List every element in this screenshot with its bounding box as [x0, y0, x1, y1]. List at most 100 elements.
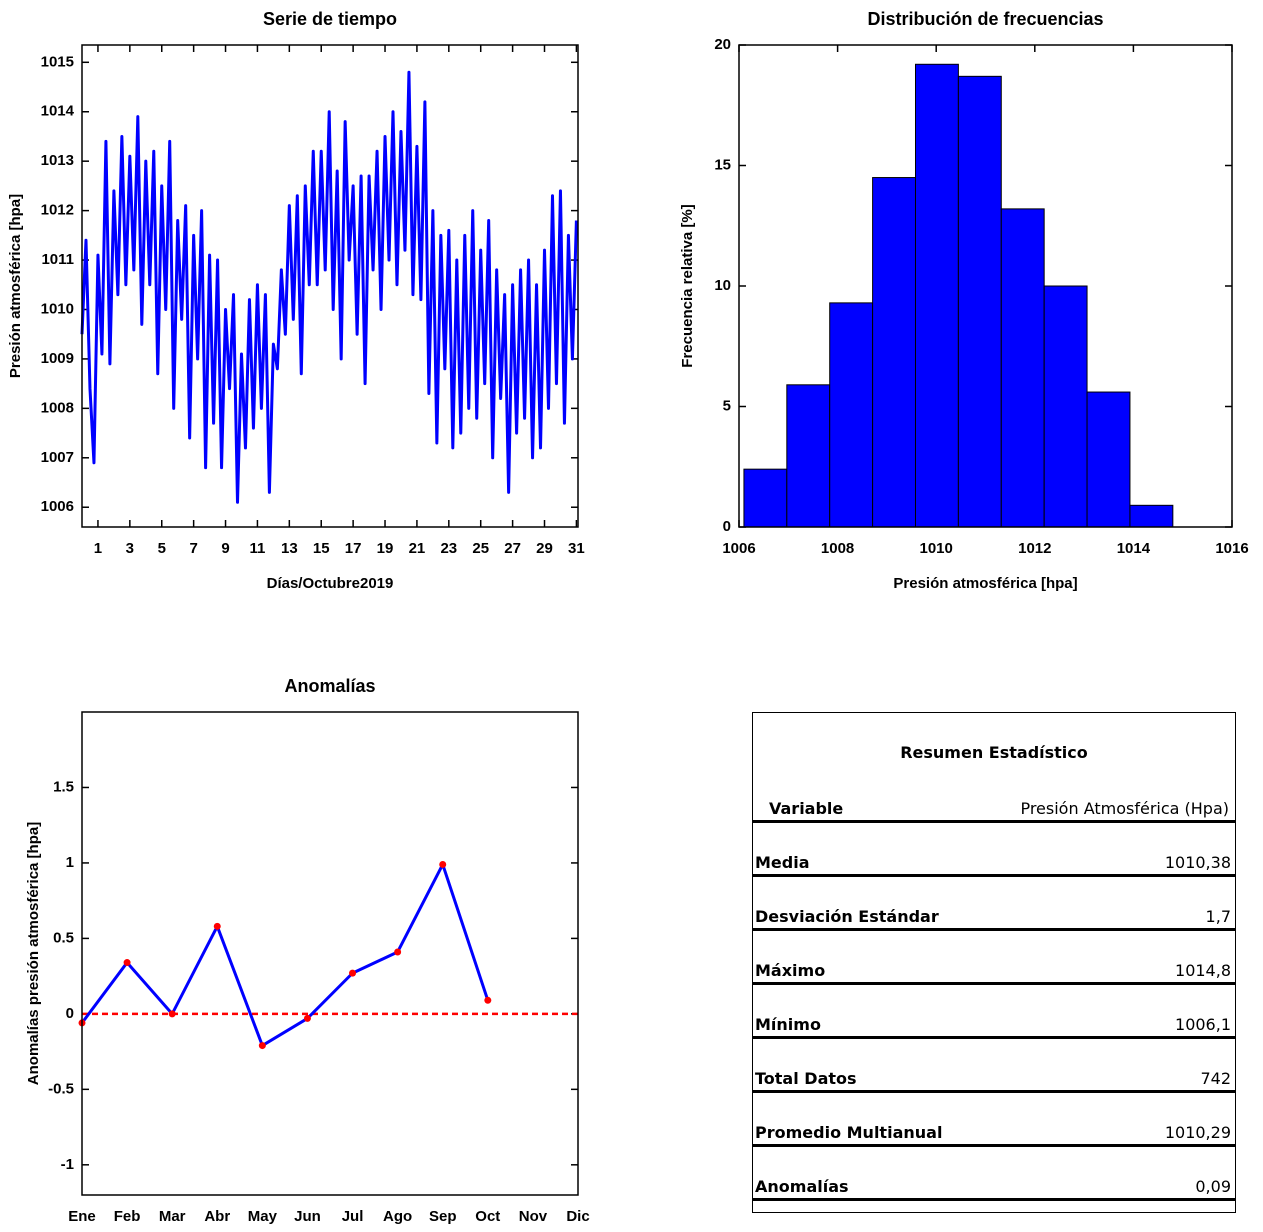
x-tick-label: Abr: [204, 1208, 230, 1225]
value-cell: 1010,38: [1164, 853, 1231, 872]
table-title: Resumen Estadístico: [900, 743, 1088, 762]
data-point: [439, 860, 447, 868]
y-tick-label: -0.5: [48, 1080, 74, 1097]
bar: [914, 63, 959, 528]
label-cell: Media: [755, 853, 810, 872]
x-tick-label: 1006: [722, 540, 755, 557]
chart-title: Serie de tiempo: [263, 9, 397, 29]
label-cell: Mínimo: [755, 1015, 821, 1034]
x-tick-label: 1016: [1215, 540, 1248, 557]
bar: [872, 177, 916, 528]
x-tick-label: Sep: [429, 1208, 457, 1225]
value-cell: 1014,8: [1175, 961, 1231, 980]
y-tick-label: 10: [714, 277, 731, 294]
x-tick-label: May: [248, 1208, 278, 1225]
x-tick-label: 1008: [821, 540, 854, 557]
data-point: [258, 1042, 266, 1050]
data-line: [80, 70, 578, 504]
x-tick-label: 1: [94, 540, 102, 557]
y-axis-label: Presión atmosférica [hpa]: [7, 194, 24, 378]
y-tick-label: 1014: [41, 103, 75, 120]
x-tick-label: 23: [440, 540, 457, 557]
y-tick-label: 1011: [41, 251, 74, 268]
x-tick-label: 1010: [920, 540, 953, 557]
x-tick-label: Ago: [383, 1208, 412, 1225]
x-tick-label: Feb: [114, 1208, 141, 1225]
x-tick-label: 25: [472, 540, 489, 557]
data-point: [394, 948, 402, 956]
x-tick-label: 13: [281, 540, 298, 557]
x-tick-label: 5: [158, 540, 166, 557]
bar: [1086, 391, 1131, 528]
label-cell: Promedio Multianual: [755, 1123, 943, 1142]
x-tick-label: 3: [126, 540, 134, 557]
y-tick-label: 0: [723, 518, 731, 535]
x-tick-label: Nov: [519, 1208, 548, 1225]
label-cell: Desviación Estándar: [755, 907, 939, 926]
y-tick-label: 1008: [41, 399, 74, 416]
y-axis-label: Frecuencia relativa [%]: [679, 204, 696, 367]
value-cell: 1010,29: [1164, 1123, 1231, 1142]
value-cell: 742: [1200, 1069, 1231, 1088]
plot-frame: [81, 711, 579, 1196]
y-tick-label: 15: [714, 156, 731, 173]
x-tick-label: 7: [189, 540, 197, 557]
y-tick-label: 1010: [41, 300, 74, 317]
data-point: [484, 996, 492, 1004]
x-tick-label: 15: [313, 540, 330, 557]
bar: [1129, 504, 1174, 528]
data-point: [168, 1010, 176, 1018]
x-tick-label: 11: [250, 540, 266, 557]
table-header: Variable Presión Atmosférica (Hpa): [753, 789, 1235, 823]
y-tick-label: 5: [723, 397, 731, 414]
label-cell: Máximo: [755, 961, 826, 980]
x-tick-label: 31: [568, 540, 585, 557]
label-cell: Total Datos: [755, 1069, 857, 1088]
bar: [1000, 208, 1045, 528]
bar: [743, 468, 788, 528]
x-tick-label: 27: [504, 540, 521, 557]
x-tick-label: Ene: [68, 1208, 96, 1225]
y-tick-label: 0.5: [53, 929, 74, 946]
y-tick-label: 1013: [41, 152, 74, 169]
x-tick-label: Oct: [475, 1208, 500, 1225]
table-row: Desviación Estándar 1,7: [753, 877, 1235, 931]
x-tick-label: Dic: [566, 1208, 589, 1225]
summary-table: Resumen Estadístico Variable Presión Atm…: [752, 712, 1236, 1213]
x-tick-label: Jun: [294, 1208, 321, 1225]
data-point: [123, 959, 131, 967]
x-tick-label: 9: [221, 540, 229, 557]
y-tick-label: 1012: [41, 202, 74, 219]
header-cell: Presión Atmosférica (Hpa): [1020, 799, 1229, 818]
y-axis-label: Anomalías presión atmosférica [hpa]: [25, 822, 42, 1085]
x-tick-label: 21: [409, 540, 426, 557]
chart-title: Distribución de frecuencias: [867, 9, 1103, 29]
table-row: Máximo 1014,8: [753, 931, 1235, 985]
y-tick-label: 1015: [41, 53, 74, 70]
plot-frame: [738, 44, 1233, 528]
y-tick-label: 1009: [41, 350, 74, 367]
bar: [1043, 285, 1088, 528]
chart-title: Anomalías: [284, 676, 375, 696]
y-tick-label: 1.5: [53, 778, 74, 795]
x-axis-label: Presión atmosférica [hpa]: [893, 575, 1077, 592]
x-tick-label: Mar: [159, 1208, 186, 1225]
x-tick-label: 1014: [1117, 540, 1151, 557]
value-cell: 1006,1: [1175, 1015, 1231, 1034]
value-cell: 0,09: [1195, 1177, 1231, 1196]
label-cell: Anomalías: [755, 1177, 849, 1196]
x-tick-label: 19: [377, 540, 394, 557]
y-tick-label: -1: [61, 1156, 74, 1173]
table-row: Anomalías 0,09: [753, 1147, 1235, 1201]
bar: [786, 384, 831, 528]
bar: [957, 75, 1002, 528]
x-axis-label: Días/Octubre2019: [267, 575, 394, 592]
header-cell: Variable: [769, 799, 844, 818]
data-point: [213, 922, 221, 930]
x-tick-label: 1012: [1018, 540, 1051, 557]
x-tick-label: 17: [345, 540, 362, 557]
y-tick-label: 0: [66, 1005, 74, 1022]
bar: [829, 302, 874, 528]
